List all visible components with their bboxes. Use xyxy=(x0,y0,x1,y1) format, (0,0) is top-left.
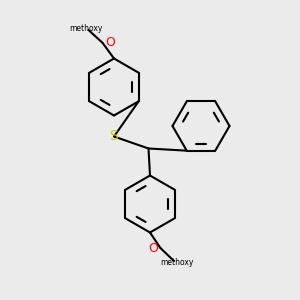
Text: O: O xyxy=(148,242,158,255)
Text: S: S xyxy=(110,130,118,143)
Text: O: O xyxy=(105,36,115,50)
Text: methoxy: methoxy xyxy=(69,24,102,33)
Text: methoxy: methoxy xyxy=(160,258,194,267)
